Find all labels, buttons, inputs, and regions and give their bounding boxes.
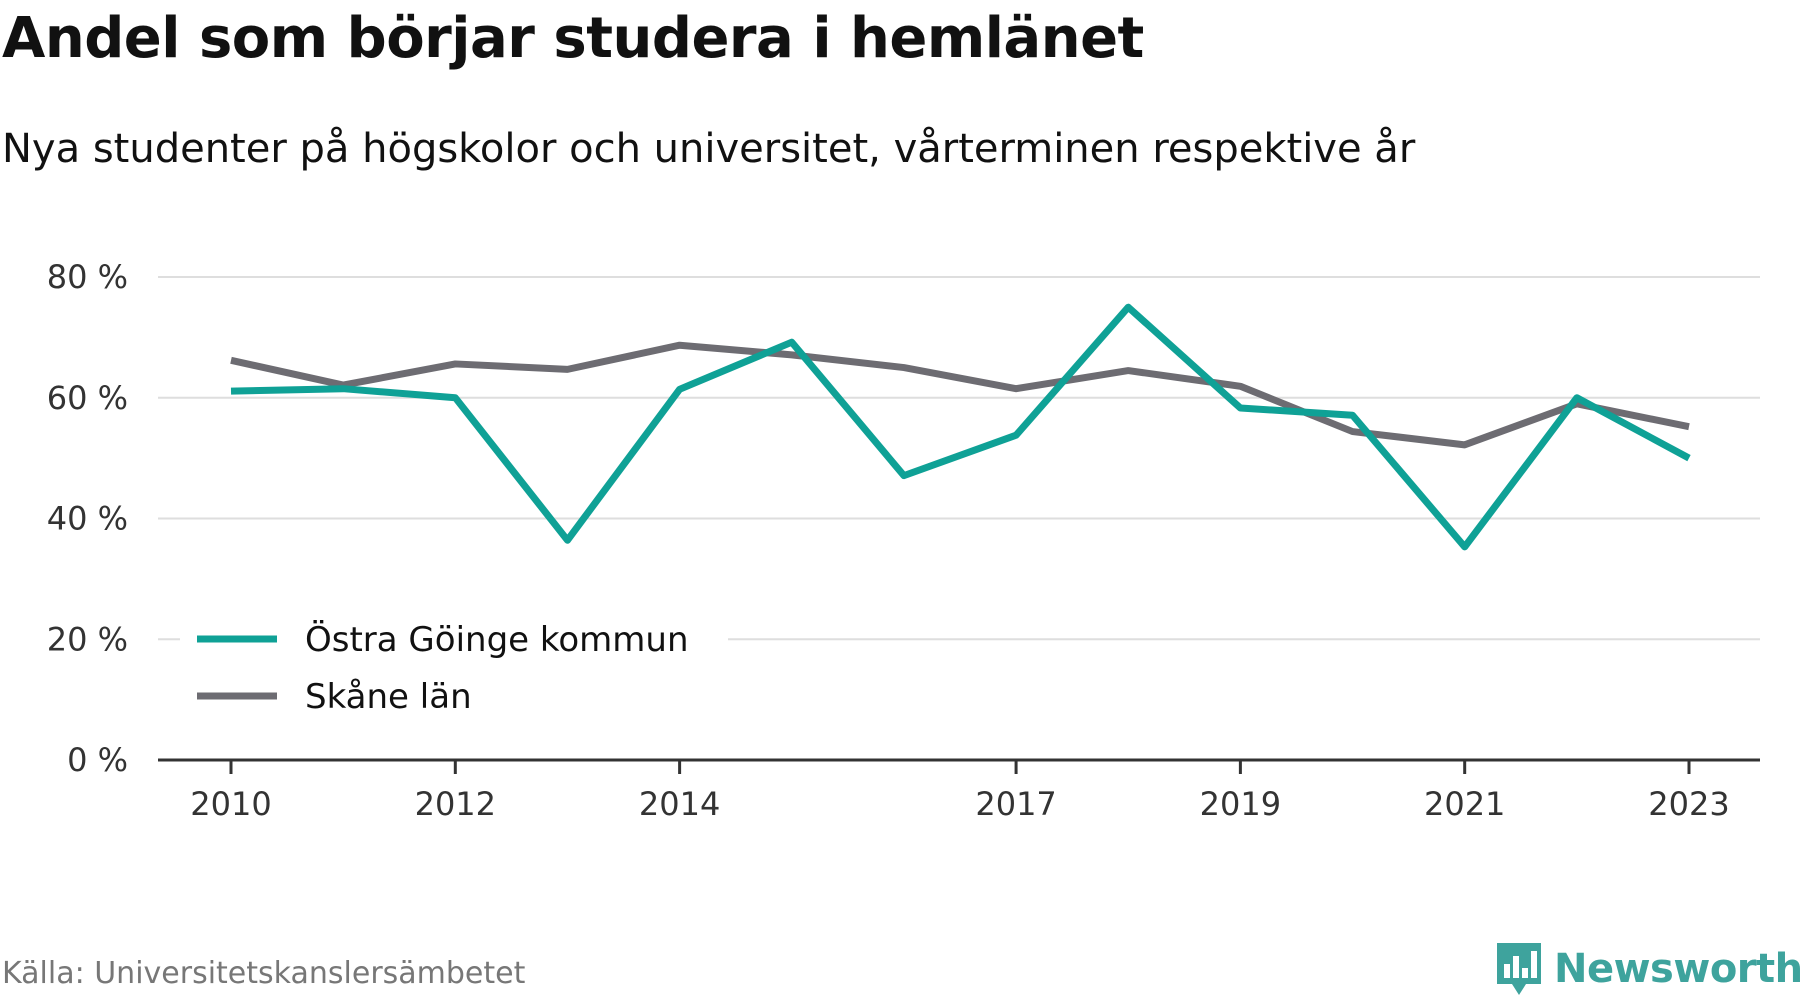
x-tick-label: 2010 xyxy=(190,785,271,823)
y-tick-label: 40 % xyxy=(47,500,128,538)
series-line-östra-göinge-kommun xyxy=(230,303,1691,551)
y-tick-label: 80 % xyxy=(47,258,128,296)
series-line-skåne-län xyxy=(230,341,1690,449)
bar-chart-speech-bubble-icon xyxy=(1497,943,1541,995)
x-axis: 2010 2012 2014 2017 2019 2021 2023 xyxy=(158,758,1760,823)
legend: Östra Göinge kommun Skåne län xyxy=(180,612,728,730)
brand-logo: Newsworthy xyxy=(1494,940,1800,998)
source-note: Källa: Universitetskanslersämbetet xyxy=(2,956,526,991)
x-tick-label: 2019 xyxy=(1200,785,1281,823)
y-tick-label: 60 % xyxy=(47,379,128,417)
x-tick-label: 2014 xyxy=(639,785,720,823)
chart-subtitle: Nya studenter på högskolor och universit… xyxy=(2,126,1416,172)
series-lines xyxy=(230,303,1691,551)
x-tick-label: 2021 xyxy=(1424,785,1505,823)
chart-title: Andel som börjar studera i hemlänet xyxy=(2,6,1144,71)
x-tick-label: 2017 xyxy=(975,785,1056,823)
legend-label: Östra Göinge kommun xyxy=(305,619,689,660)
y-tick-label: 20 % xyxy=(47,620,128,658)
y-tick-label: 0 % xyxy=(67,741,128,779)
brand-name: Newsworthy xyxy=(1554,946,1800,992)
legend-label: Skåne län xyxy=(305,677,472,717)
y-axis-labels: 80 % 60 % 40 % 20 % 0 % xyxy=(47,258,128,779)
x-tick-label: 2023 xyxy=(1648,785,1729,823)
x-tick-label: 2012 xyxy=(415,785,496,823)
legend-background xyxy=(180,612,728,730)
